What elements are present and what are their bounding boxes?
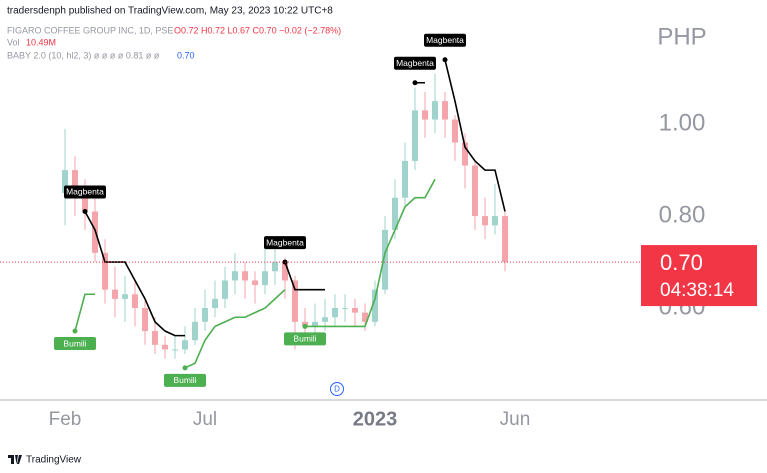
candle-body	[182, 340, 188, 350]
candle-body	[372, 289, 378, 322]
candle-body	[62, 170, 68, 194]
candle-body	[272, 262, 278, 272]
x-tick-label: Feb	[49, 409, 82, 430]
candle-body	[442, 101, 448, 120]
x-tick-label: Jun	[500, 409, 531, 430]
indicator-line	[74, 178, 436, 369]
signal-box	[164, 373, 206, 387]
signal-label: Bumili	[173, 375, 196, 385]
ohlc: O0.72 H0.72 L0.67 C0.70 −0.02 (−2.78%)	[174, 25, 341, 35]
candle-body	[362, 312, 368, 322]
candle-body	[392, 197, 398, 230]
signal-box	[284, 332, 326, 346]
candle-body	[122, 294, 128, 299]
signal-dot	[442, 57, 448, 63]
candle-body	[202, 308, 208, 322]
candle-body	[262, 271, 268, 286]
y-tick-label: 1.00	[659, 109, 706, 136]
candle-body	[402, 160, 408, 198]
candle-body	[422, 110, 428, 120]
signal-dot	[302, 323, 308, 329]
candle-body	[342, 308, 348, 310]
candle-body	[432, 101, 438, 120]
candle-body	[282, 262, 288, 281]
candle-body	[292, 280, 298, 322]
candle-body	[242, 271, 248, 281]
dividend-icon-letter: D	[334, 385, 340, 394]
signal-label: Bumili	[63, 338, 86, 348]
volume-name: Vol	[7, 37, 20, 47]
header: tradersdenph published on TradingView.co…	[7, 6, 333, 17]
candle-body	[452, 119, 458, 143]
candle-body	[482, 216, 488, 226]
candle-body	[222, 280, 228, 299]
candle-body	[162, 344, 168, 350]
footer-logo: TradingView	[8, 455, 82, 466]
candle-body	[72, 170, 78, 189]
signal-dot	[72, 328, 78, 334]
candle-body	[172, 349, 178, 351]
dividend-icon	[330, 382, 344, 396]
candle-body	[152, 331, 158, 345]
legend: FIGARO COFFEE GROUP INC, 1D, PSE O0.72 H…	[7, 25, 341, 60]
volume: 10.49M	[26, 37, 56, 47]
countdown: 04:38:14	[660, 280, 734, 301]
signal-label: Magbenta	[426, 35, 464, 45]
y-tick-label: 0.80	[659, 201, 706, 228]
candle-body	[232, 271, 238, 281]
candle-body	[332, 308, 338, 318]
signal-box	[424, 33, 466, 47]
candle-body	[322, 317, 328, 322]
signal-box	[54, 337, 96, 351]
signal-box	[64, 185, 106, 199]
currency: PHP	[657, 23, 706, 50]
indicator-last: 0.70	[177, 50, 195, 60]
candle-body	[212, 298, 218, 309]
candle-body	[312, 321, 318, 327]
candle-body	[352, 308, 358, 313]
candle-body	[132, 294, 138, 309]
signal-dot	[412, 80, 418, 86]
x-tick-label: 2023	[353, 408, 398, 430]
indicator: BABY 2.0 (10, hl2, 3) ø ø ø ø 0.81 ø ø	[7, 50, 160, 60]
candle-body	[112, 289, 118, 299]
logo-icon	[8, 455, 22, 464]
candle-body	[102, 252, 108, 290]
candle-body	[382, 229, 388, 290]
signal-label: Bumili	[293, 334, 316, 344]
signal-label: Magbenta	[66, 187, 104, 197]
signal-box	[264, 236, 306, 250]
candle-body	[462, 142, 468, 166]
signal-label: Magbenta	[396, 58, 434, 68]
signal-dot	[182, 365, 188, 371]
candle-body	[492, 216, 498, 226]
candle-body	[192, 321, 198, 341]
last-price-label: 0.70	[660, 250, 703, 275]
candle-body	[472, 165, 478, 217]
indicator-line	[84, 59, 506, 337]
last-price-badge	[641, 245, 757, 307]
candle-body	[252, 280, 258, 286]
candle-body	[82, 188, 88, 212]
signal-dot	[82, 208, 88, 214]
candle-body	[142, 308, 148, 332]
symbol: FIGARO COFFEE GROUP INC, 1D, PSE	[7, 25, 173, 35]
signal-label: Magbenta	[266, 237, 304, 247]
signal-box	[394, 56, 436, 70]
candle-body	[412, 110, 418, 161]
footer-text: TradingView	[26, 455, 82, 466]
x-tick-label: Jul	[193, 409, 217, 430]
candle-body	[502, 216, 508, 263]
